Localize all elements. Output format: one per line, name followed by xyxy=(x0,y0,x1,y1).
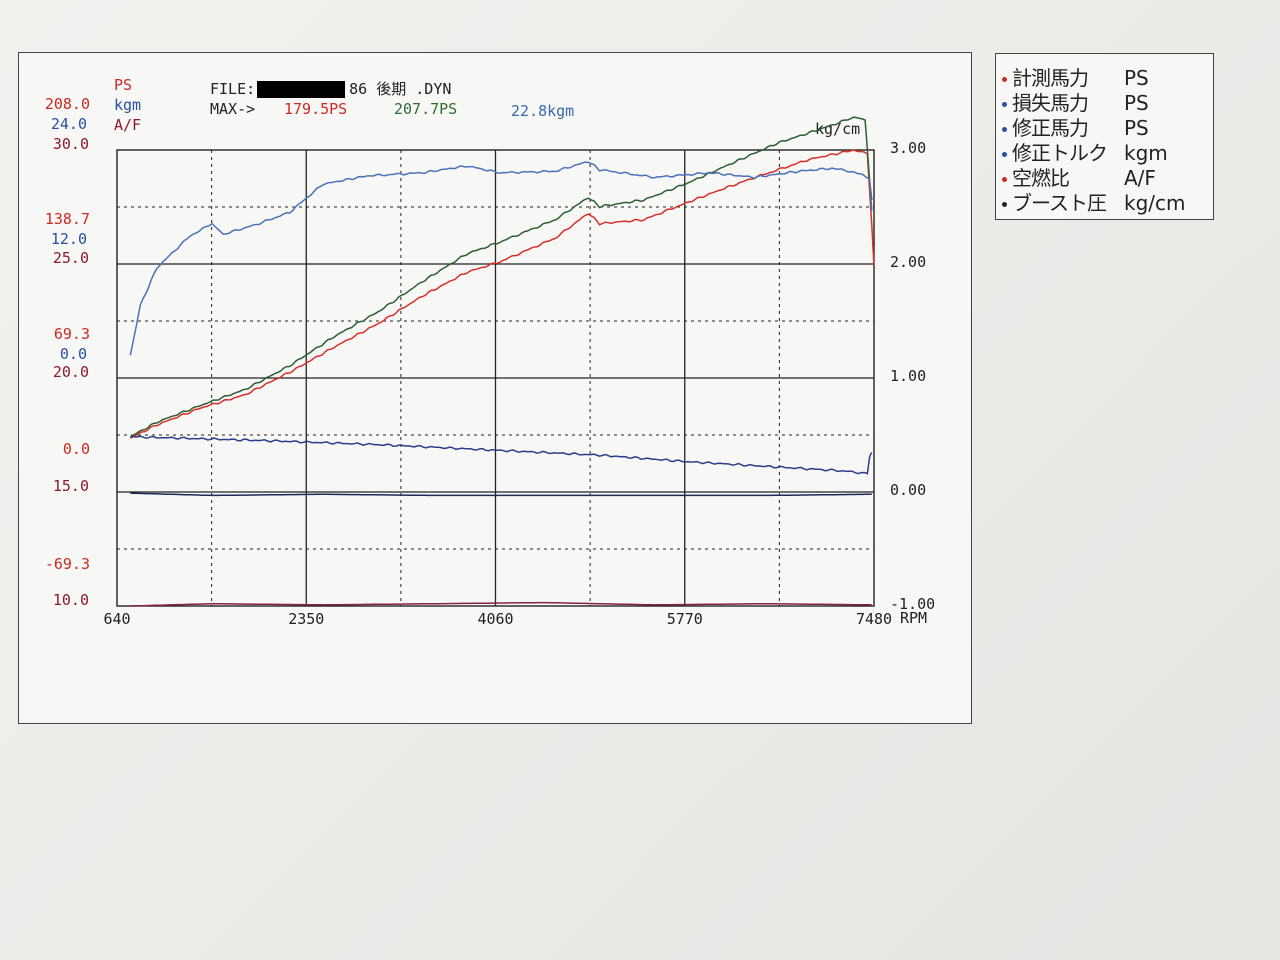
unit-kgm-label: kgm xyxy=(114,96,142,114)
legend-marker-icon xyxy=(1002,177,1007,182)
max-label: MAX-> xyxy=(210,100,256,118)
x-tick-label: 2350 xyxy=(288,610,324,628)
legend-marker-icon xyxy=(1002,102,1007,107)
series-group xyxy=(129,116,875,607)
file-name: 86 後期 .DYN xyxy=(349,80,452,98)
boost-tick-label: 2.00 xyxy=(890,253,926,271)
legend-item-name: ブースト圧 xyxy=(1012,191,1107,215)
legend-item: ブースト圧 kg/cm xyxy=(1002,187,1186,215)
legend-marker-icon xyxy=(1002,202,1007,207)
corrected-power-line xyxy=(129,116,873,438)
legend-item-name: 計測馬力 xyxy=(1012,66,1089,90)
ps-tick-label: 138.7 xyxy=(45,210,90,228)
kgm-tick-label: 24.0 xyxy=(51,115,87,133)
loss-power-line xyxy=(130,435,873,475)
legend-item-name: 空燃比 xyxy=(1012,166,1070,190)
legend-item-name: 修正馬力 xyxy=(1012,116,1089,140)
legend-item: 損失馬力 PS xyxy=(1002,87,1149,115)
boost-tick-label: 0.00 xyxy=(890,481,926,499)
air-fuel-ratio-line xyxy=(130,601,872,607)
legend-item-unit: PS xyxy=(1124,91,1149,115)
legend-item-unit: PS xyxy=(1124,66,1149,90)
file-line: FILE: 86 後期 .DYN xyxy=(210,78,451,99)
legend-marker-icon xyxy=(1002,77,1007,82)
measured-power-line xyxy=(129,149,875,439)
kgm-tick-label: 12.0 xyxy=(51,230,87,248)
af-tick-label: 30.0 xyxy=(53,135,89,153)
legend-item: 修正馬力 PS xyxy=(1002,112,1149,140)
unit-ps-label: PS xyxy=(114,76,133,94)
ps-tick-label: 69.3 xyxy=(54,325,90,343)
unit-af-label: A/F xyxy=(114,116,142,134)
legend-item-unit: A/F xyxy=(1124,166,1156,190)
legend: 計測馬力 PS 損失馬力 PS 修正馬力 PS 修正トルク kgm 空燃比 A/F ブースト圧 kg/… xyxy=(995,53,1214,220)
legend-item-name: 修正トルク xyxy=(1012,141,1108,165)
af-tick-label: 20.0 xyxy=(53,363,89,381)
boost-pressure-line xyxy=(130,492,872,497)
legend-item-unit: PS xyxy=(1124,116,1149,140)
kgm-tick-label: 0.0 xyxy=(60,345,87,363)
legend-marker-icon xyxy=(1002,152,1007,157)
x-axis-unit: RPM xyxy=(900,609,928,627)
af-tick-label: 15.0 xyxy=(53,477,89,495)
legend-item: 空燃比 A/F xyxy=(1002,162,1156,190)
x-tick-label: 640 xyxy=(103,610,130,628)
grid xyxy=(116,149,875,607)
file-label: FILE: xyxy=(210,80,256,98)
af-tick-label: 10.0 xyxy=(53,591,89,609)
max-measured-value: 179.5PS xyxy=(284,100,348,118)
ps-tick-label: 0.0 xyxy=(63,440,90,458)
ps-tick-label: 208.0 xyxy=(45,95,90,113)
x-tick-label: 4060 xyxy=(477,610,513,628)
legend-item-name: 損失馬力 xyxy=(1012,91,1089,115)
x-tick-label: 5770 xyxy=(667,610,703,628)
redaction-bar xyxy=(257,81,346,98)
max-torque-value: 22.8kgm xyxy=(511,102,575,120)
tick-labels: 640 2350 4060 5770 7480 208.0 138.7 69.3 0.0 -69.… xyxy=(45,95,935,628)
boost-tick-label: 3.00 xyxy=(890,139,926,157)
boost-tick-label: -1.00 xyxy=(890,595,935,613)
legend-item-unit: kg/cm xyxy=(1124,191,1186,215)
right-axis-unit: kg/cm xyxy=(815,120,861,138)
ps-tick-label: -69.3 xyxy=(45,555,90,573)
legend-item-unit: kgm xyxy=(1124,141,1168,165)
max-corrected-value: 207.7PS xyxy=(394,100,458,118)
corrected-torque-line xyxy=(129,161,873,356)
af-tick-label: 25.0 xyxy=(53,249,89,267)
legend-item: 計測馬力 PS xyxy=(1002,62,1149,90)
legend-item: 修正トルク kgm xyxy=(1002,137,1168,165)
x-tick-label: 7480 xyxy=(856,610,892,628)
legend-marker-icon xyxy=(1002,127,1007,132)
boost-tick-label: 1.00 xyxy=(890,367,926,385)
